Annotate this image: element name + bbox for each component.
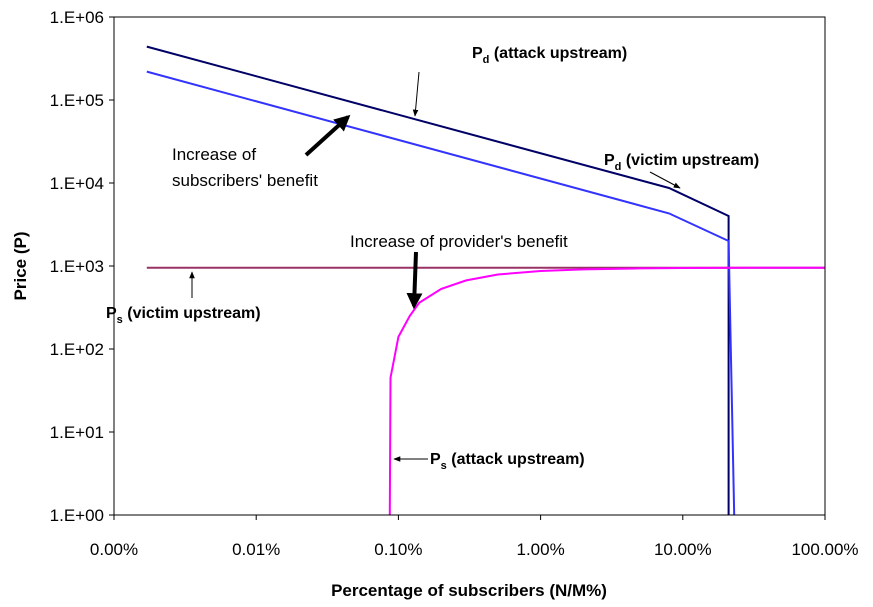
- y-tick-label: 1.E+03: [50, 257, 104, 276]
- series-line: [388, 266, 825, 516]
- series-line: [146, 45, 730, 515]
- arrow: [649, 171, 681, 189]
- y-axis-title: Price (P): [11, 232, 30, 301]
- x-tick-label: 0.00%: [90, 540, 138, 559]
- x-axis-title: Percentage of subscribers (N/M%): [331, 581, 607, 600]
- arrow: [406, 251, 423, 310]
- y-tick-label: 1.E+01: [50, 423, 104, 442]
- x-tick-label: 0.10%: [374, 540, 422, 559]
- y-tick-label: 1.E+06: [50, 8, 104, 27]
- series-line: [146, 70, 736, 516]
- annotation: Ps (victim upstream): [106, 305, 261, 326]
- x-tick-label: 10.00%: [654, 540, 712, 559]
- annotation: Pd (victim upstream): [604, 152, 759, 173]
- x-tick-label: 0.01%: [232, 540, 280, 559]
- y-tick-label: 1.E+00: [50, 506, 104, 525]
- annotation: Increase of provider's benefit: [350, 232, 568, 251]
- arrow: [304, 114, 351, 157]
- x-tick-label: 100.00%: [791, 540, 858, 559]
- arrow: [412, 71, 420, 117]
- annotation: subscribers' benefit: [172, 171, 318, 190]
- y-tick-label: 1.E+04: [50, 174, 104, 193]
- annotation: Increase of: [172, 145, 256, 164]
- annotation: Pd (attack upstream): [472, 45, 627, 66]
- annotation: Ps (attack upstream): [430, 451, 585, 472]
- y-tick-label: 1.E+02: [50, 340, 104, 359]
- x-tick-label: 1.00%: [516, 540, 564, 559]
- plot-area: [146, 45, 825, 516]
- y-tick-label: 1.E+05: [50, 91, 104, 110]
